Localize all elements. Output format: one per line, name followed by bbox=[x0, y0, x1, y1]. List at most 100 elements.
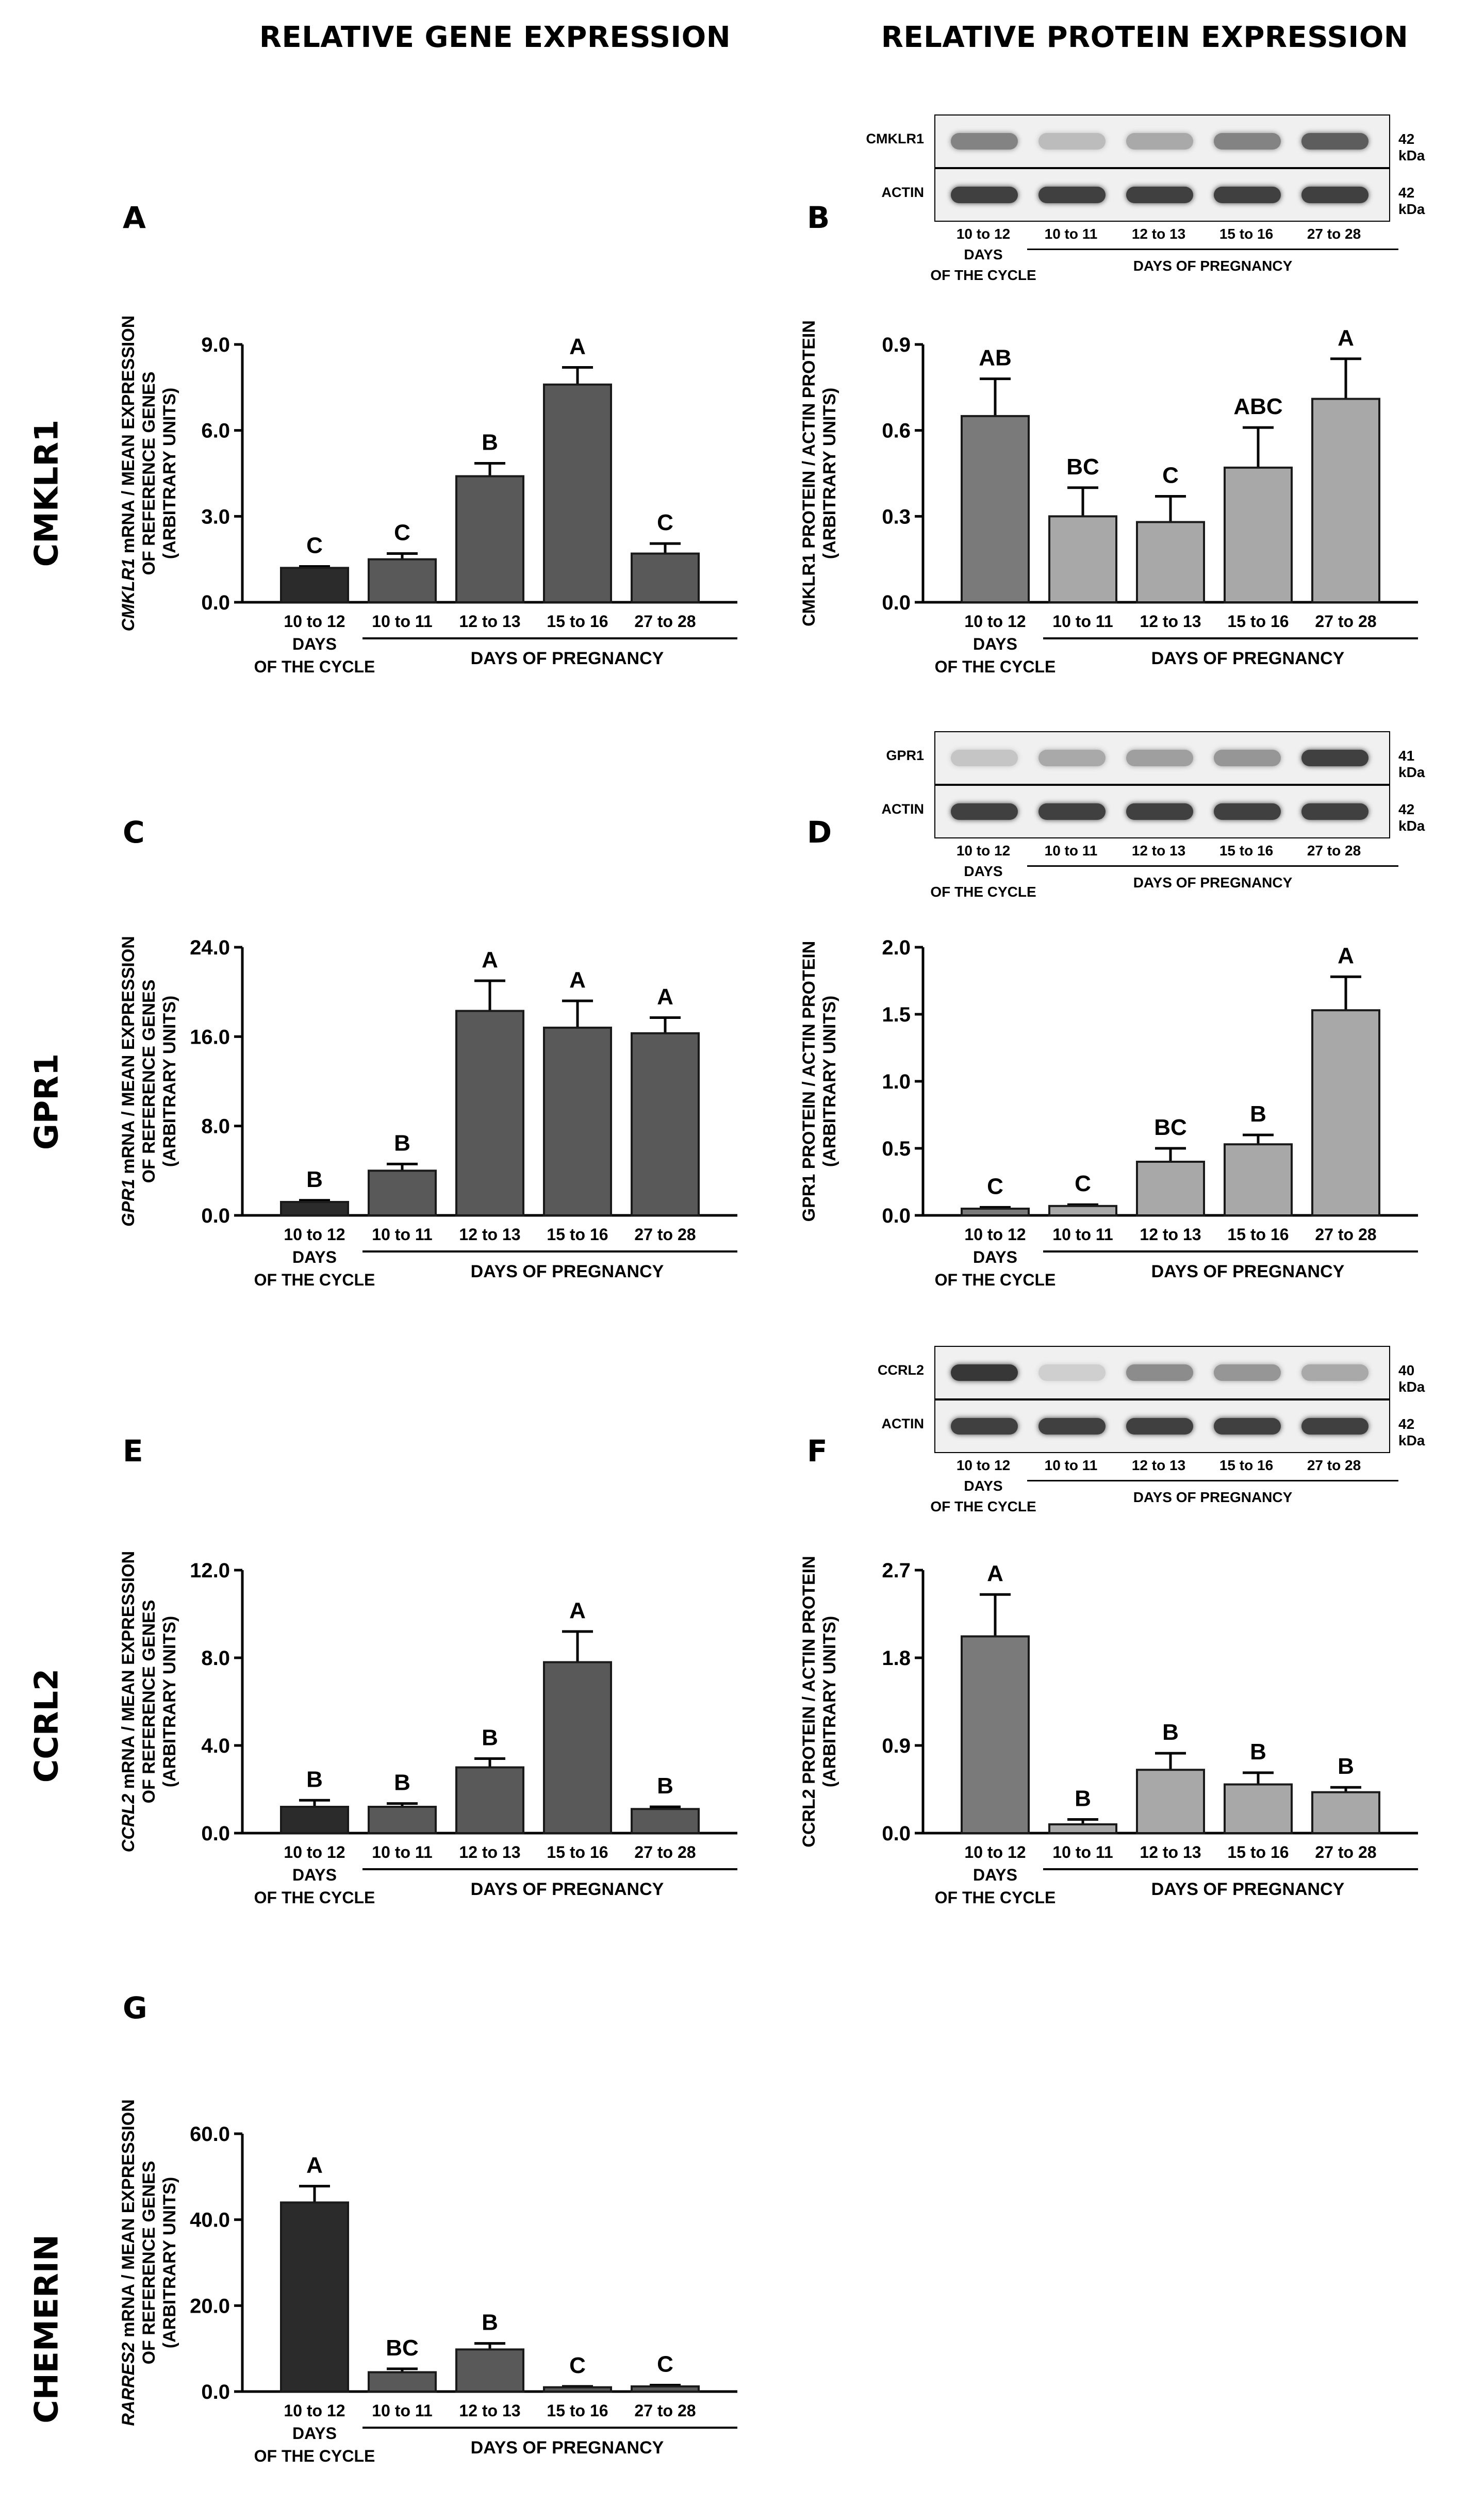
days-label-c: DAYS bbox=[292, 1248, 337, 1266]
y-axis-title-text: mRNA / MEAN EXPRESSION bbox=[119, 2099, 138, 2342]
y-axis-title-line-f: (ARBITRARY UNITS) bbox=[820, 1616, 839, 1787]
blot-label-target: CMKLR1 bbox=[866, 131, 925, 146]
category-label-d: 15 to 16 bbox=[1227, 1225, 1289, 1244]
category-label-a: 27 to 28 bbox=[634, 612, 696, 631]
y-axis-title-line-e: CCRL2 mRNA / MEAN EXPRESSION bbox=[119, 1551, 138, 1852]
significance-letter-f: A bbox=[987, 1561, 1003, 1586]
chart-d-gpr1-protein: 0.0 0.5 1.0 1.5 2.0 C 10 to 12 C 10 to 11 BC 12 to… bbox=[799, 936, 1418, 1289]
y-axis-title-text: (ARBITRARY UNITS) bbox=[160, 388, 179, 559]
y-axis-title-line-d: GPR1 PROTEIN / ACTIN PROTEIN bbox=[799, 941, 819, 1222]
category-label-e: 27 to 28 bbox=[634, 1843, 696, 1861]
y-axis-title-text: CCRL2 PROTEIN / ACTIN PROTEIN bbox=[799, 1556, 819, 1847]
significance-letter-e: B bbox=[482, 1725, 498, 1751]
blot-cycle-label: OF THE CYCLE bbox=[930, 267, 1036, 283]
bar-d bbox=[1136, 1161, 1205, 1216]
bar-f bbox=[961, 1635, 1030, 1834]
blot-strip-actin bbox=[934, 168, 1390, 222]
y-tick-label-d: 0.0 bbox=[882, 1205, 911, 1227]
bar-a bbox=[543, 383, 612, 603]
bar-d bbox=[961, 1208, 1030, 1216]
bar-g bbox=[455, 2348, 524, 2393]
category-label-f: 10 to 12 bbox=[964, 1843, 1026, 1861]
significance-letter-b: BC bbox=[1066, 454, 1099, 480]
blot-band bbox=[1038, 1418, 1106, 1435]
y-tick-label-g: 20.0 bbox=[190, 2295, 230, 2317]
blot-strip-actin bbox=[934, 1399, 1390, 1453]
significance-letter-g: A bbox=[306, 2153, 323, 2178]
y-axis-title-line-g: OF REFERENCE GENES bbox=[139, 2161, 159, 2365]
significance-letter-d: C bbox=[987, 1174, 1003, 1199]
y-axis-title-text: GPR1 PROTEIN / ACTIN PROTEIN bbox=[799, 941, 819, 1222]
significance-letter-b: ABC bbox=[1233, 394, 1282, 419]
y-tick-label-d: 2.0 bbox=[882, 936, 911, 959]
y-axis-title-text: (ARBITRARY UNITS) bbox=[160, 2177, 179, 2348]
gene-name-italic: RARRES2 bbox=[119, 2342, 138, 2426]
bar-c bbox=[280, 1201, 349, 1216]
y-tick-label-f: 0.9 bbox=[882, 1735, 911, 1757]
blot-lane-label: 10 to 11 bbox=[1044, 1457, 1098, 1473]
category-label-g: 10 to 12 bbox=[284, 2401, 345, 2420]
bar-e bbox=[543, 1661, 612, 1834]
bar-a bbox=[280, 567, 349, 603]
panel-letter-a: A bbox=[123, 200, 146, 235]
bar-d bbox=[1048, 1205, 1117, 1216]
category-label-a: 15 to 16 bbox=[547, 612, 608, 631]
y-axis-title-text: CMKLR1 PROTEIN / ACTIN PROTEIN bbox=[799, 320, 819, 627]
cycle-label-b: OF THE CYCLE bbox=[935, 657, 1056, 676]
days-label-e: DAYS bbox=[292, 1866, 337, 1884]
category-label-c: 15 to 16 bbox=[547, 1225, 608, 1244]
panel-letter-c: C bbox=[123, 815, 145, 850]
significance-letter-c: B bbox=[394, 1130, 410, 1156]
days-label-f: DAYS bbox=[973, 1866, 1017, 1884]
cycle-label-a: OF THE CYCLE bbox=[254, 657, 375, 676]
category-label-d: 10 to 11 bbox=[1052, 1225, 1113, 1244]
y-axis-title-line-d: (ARBITRARY UNITS) bbox=[820, 996, 839, 1167]
bar-f bbox=[1048, 1823, 1117, 1834]
blot-pregnancy-bracket bbox=[1027, 249, 1398, 250]
y-tick-label-c: 24.0 bbox=[190, 936, 230, 959]
category-label-f: 10 to 11 bbox=[1052, 1843, 1113, 1861]
bar-f bbox=[1224, 1783, 1293, 1834]
blot-kda-actin: 42 kDa bbox=[1398, 1416, 1425, 1448]
category-label-g: 10 to 11 bbox=[372, 2401, 432, 2420]
cycle-label-f: OF THE CYCLE bbox=[935, 1888, 1056, 1907]
y-axis-title-line-e: OF REFERENCE GENES bbox=[139, 1600, 159, 1804]
y-tick-label-b: 0.0 bbox=[882, 591, 911, 614]
blot-band bbox=[1126, 133, 1193, 150]
blot-label-actin: ACTIN bbox=[881, 1416, 925, 1431]
y-axis-title-line-b: CMKLR1 PROTEIN / ACTIN PROTEIN bbox=[799, 320, 819, 627]
panel-letter-d: D bbox=[807, 815, 832, 850]
category-label-d: 27 to 28 bbox=[1315, 1225, 1376, 1244]
days-label-d: DAYS bbox=[973, 1248, 1017, 1266]
blot-band bbox=[1301, 133, 1368, 150]
bar-e bbox=[455, 1766, 524, 1834]
y-tick-label-a: 9.0 bbox=[201, 334, 230, 356]
pregnancy-label-e: DAYS OF PREGNANCY bbox=[471, 1880, 664, 1899]
bar-a bbox=[631, 552, 700, 603]
bar-b bbox=[1048, 515, 1117, 604]
blot-cycle-label: OF THE CYCLE bbox=[930, 1498, 1036, 1514]
blot-pregnancy-label: DAYS OF PREGNANCY bbox=[1133, 875, 1293, 891]
y-axis-title-line-a: (ARBITRARY UNITS) bbox=[160, 388, 179, 559]
y-tick-label-a: 0.0 bbox=[201, 591, 230, 614]
row-label-gpr1: GPR1 bbox=[27, 1053, 65, 1150]
y-tick-label-f: 0.0 bbox=[882, 1822, 911, 1845]
pregnancy-label-g: DAYS OF PREGNANCY bbox=[471, 2438, 664, 2458]
y-axis-title-text: OF REFERENCE GENES bbox=[139, 1600, 159, 1804]
category-label-g: 15 to 16 bbox=[547, 2401, 608, 2420]
y-tick-label-e: 12.0 bbox=[190, 1559, 230, 1582]
row-label-cmklr1: CMKLR1 bbox=[27, 419, 65, 567]
blot-pregnancy-label: DAYS OF PREGNANCY bbox=[1133, 1489, 1293, 1505]
blot-days-label: DAYS bbox=[964, 246, 1003, 262]
blot-band bbox=[951, 1418, 1018, 1435]
blot-lane-label: 10 to 11 bbox=[1044, 226, 1098, 242]
row-label-chemerin: CHEMERIN bbox=[27, 2234, 65, 2424]
blot-band bbox=[1038, 133, 1106, 150]
blot-band bbox=[1126, 803, 1193, 820]
y-axis-title-text: mRNA / MEAN EXPRESSION bbox=[119, 316, 138, 558]
blot-band bbox=[951, 750, 1018, 766]
bar-c bbox=[631, 1032, 700, 1216]
significance-letter-d: B bbox=[1250, 1101, 1266, 1127]
chart-f-ccrl2-protein: 0.0 0.9 1.8 2.7 A 10 to 12 B 10 to 11 B 12 to 13 B… bbox=[799, 1556, 1418, 1907]
category-label-f: 15 to 16 bbox=[1227, 1843, 1289, 1861]
